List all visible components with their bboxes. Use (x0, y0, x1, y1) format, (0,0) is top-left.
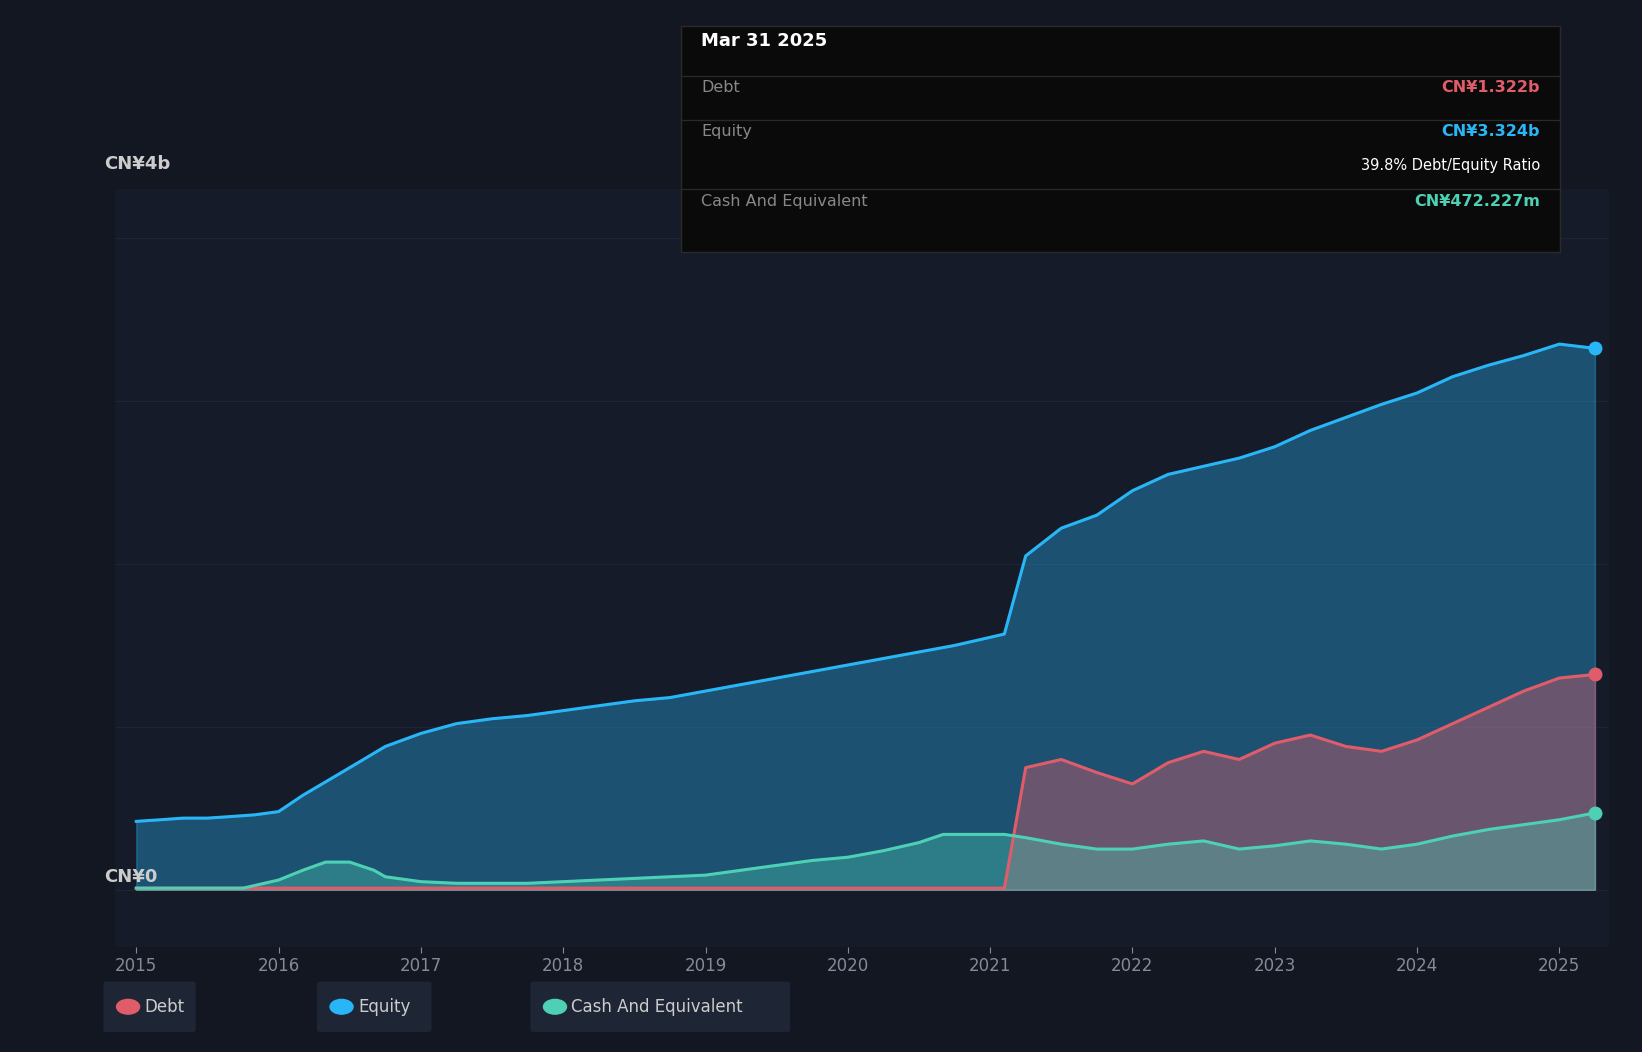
Text: Equity: Equity (358, 997, 410, 1016)
Text: Mar 31 2025: Mar 31 2025 (701, 32, 828, 49)
Text: CN¥1.322b: CN¥1.322b (1442, 80, 1540, 95)
Text: Equity: Equity (701, 124, 752, 139)
Text: CN¥4b: CN¥4b (103, 155, 171, 173)
Text: Cash And Equivalent: Cash And Equivalent (701, 194, 867, 208)
Text: CN¥0: CN¥0 (103, 868, 158, 886)
Text: Debt: Debt (701, 80, 741, 95)
Text: Debt: Debt (144, 997, 184, 1016)
Text: 39.8% Debt/Equity Ratio: 39.8% Debt/Equity Ratio (1361, 158, 1540, 173)
Text: CN¥472.227m: CN¥472.227m (1414, 194, 1540, 208)
Text: Cash And Equivalent: Cash And Equivalent (571, 997, 744, 1016)
Text: CN¥3.324b: CN¥3.324b (1442, 124, 1540, 139)
